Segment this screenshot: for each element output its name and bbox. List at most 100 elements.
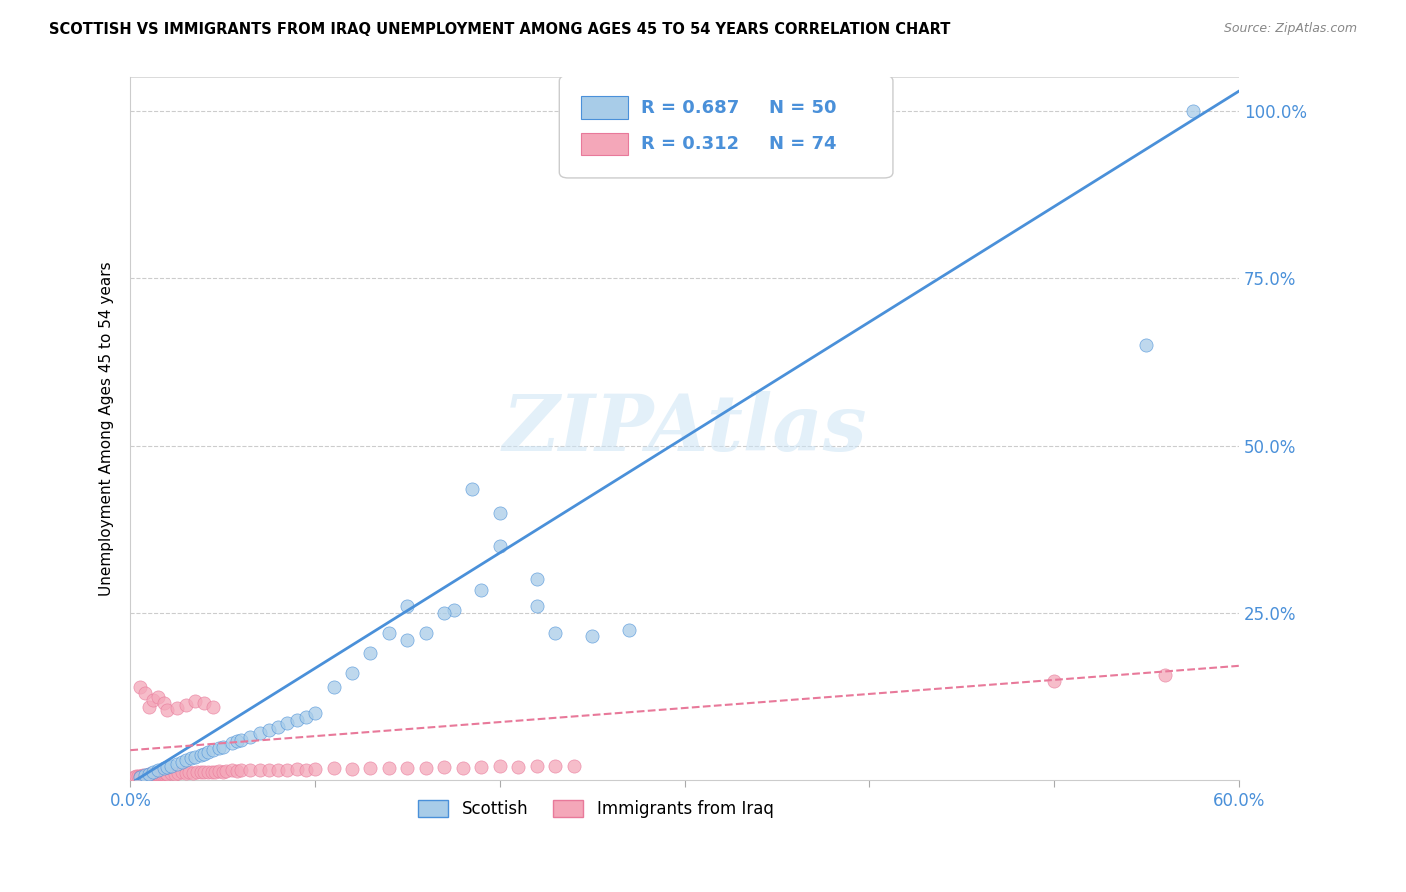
Point bbox=[1181, 103, 1204, 118]
Text: N = 74: N = 74 bbox=[769, 136, 837, 153]
FancyBboxPatch shape bbox=[560, 75, 893, 178]
Text: SCOTTISH VS IMMIGRANTS FROM IRAQ UNEMPLOYMENT AMONG AGES 45 TO 54 YEARS CORRELAT: SCOTTISH VS IMMIGRANTS FROM IRAQ UNEMPLO… bbox=[49, 22, 950, 37]
Point bbox=[174, 698, 197, 713]
Point bbox=[146, 767, 169, 781]
Point bbox=[138, 766, 160, 780]
Point bbox=[257, 723, 280, 737]
Point bbox=[141, 693, 163, 707]
Point bbox=[239, 730, 262, 744]
Point bbox=[396, 599, 419, 614]
Point bbox=[184, 750, 207, 764]
Point bbox=[149, 766, 172, 780]
Point bbox=[193, 765, 215, 780]
Point bbox=[145, 766, 167, 780]
Point bbox=[226, 764, 249, 778]
Point bbox=[239, 763, 262, 777]
Text: N = 50: N = 50 bbox=[769, 99, 837, 117]
Point bbox=[470, 582, 492, 597]
Point bbox=[1154, 667, 1177, 681]
Point bbox=[526, 759, 548, 773]
Point bbox=[562, 759, 585, 773]
Point bbox=[322, 680, 344, 694]
Point bbox=[221, 737, 243, 751]
Point bbox=[544, 758, 567, 772]
Point bbox=[211, 739, 233, 754]
Point bbox=[152, 696, 174, 710]
Point bbox=[221, 764, 243, 778]
Point bbox=[134, 769, 156, 783]
Point bbox=[276, 763, 298, 777]
Point bbox=[360, 761, 382, 775]
Point bbox=[508, 760, 530, 774]
Text: R = 0.687: R = 0.687 bbox=[641, 99, 740, 117]
Point bbox=[146, 764, 169, 778]
Point bbox=[156, 703, 179, 717]
Point bbox=[304, 762, 326, 776]
Point bbox=[184, 694, 207, 708]
Point bbox=[295, 709, 318, 723]
Point bbox=[285, 713, 308, 727]
Text: R = 0.312: R = 0.312 bbox=[641, 136, 740, 153]
Point bbox=[166, 701, 188, 715]
Point bbox=[190, 764, 212, 779]
Point bbox=[125, 769, 148, 783]
Point bbox=[226, 734, 249, 748]
Point bbox=[193, 747, 215, 761]
Point bbox=[128, 769, 150, 783]
Text: ZIPAtlas: ZIPAtlas bbox=[502, 391, 868, 467]
Point bbox=[136, 768, 159, 782]
Point bbox=[1043, 674, 1066, 689]
Point bbox=[1135, 338, 1157, 352]
Point bbox=[443, 602, 465, 616]
Point bbox=[433, 606, 456, 620]
Bar bbox=[582, 96, 628, 119]
Point bbox=[267, 764, 290, 778]
Point bbox=[526, 573, 548, 587]
Point bbox=[127, 769, 149, 783]
Point bbox=[488, 539, 510, 553]
Point bbox=[204, 764, 226, 779]
Point bbox=[181, 766, 204, 780]
Point bbox=[166, 756, 188, 771]
Point bbox=[128, 770, 150, 784]
Point bbox=[249, 726, 271, 740]
Text: Source: ZipAtlas.com: Source: ZipAtlas.com bbox=[1223, 22, 1357, 36]
Point bbox=[141, 765, 163, 780]
Point bbox=[202, 743, 225, 757]
Point bbox=[170, 765, 193, 780]
Point bbox=[267, 720, 290, 734]
Point bbox=[201, 765, 224, 780]
Point bbox=[396, 632, 419, 647]
Point bbox=[163, 766, 186, 780]
Point bbox=[180, 751, 202, 765]
Point bbox=[174, 753, 197, 767]
Point bbox=[143, 768, 166, 782]
Point bbox=[132, 768, 155, 782]
Point bbox=[276, 716, 298, 731]
Point bbox=[193, 696, 215, 710]
Point bbox=[160, 758, 183, 772]
Point bbox=[174, 766, 197, 780]
Point bbox=[285, 762, 308, 776]
Point bbox=[340, 762, 363, 776]
Point bbox=[208, 741, 231, 756]
Point bbox=[146, 690, 169, 704]
Point bbox=[190, 747, 212, 762]
Point bbox=[231, 764, 253, 778]
Point bbox=[340, 666, 363, 681]
Point bbox=[122, 770, 145, 784]
Point bbox=[470, 760, 492, 774]
Point bbox=[378, 761, 401, 775]
Point bbox=[139, 768, 162, 782]
Point bbox=[415, 626, 437, 640]
Point bbox=[488, 506, 510, 520]
Point bbox=[152, 766, 174, 780]
Point bbox=[156, 766, 179, 780]
Point bbox=[152, 761, 174, 775]
Point bbox=[156, 760, 179, 774]
Point bbox=[544, 626, 567, 640]
Point bbox=[378, 626, 401, 640]
Point bbox=[138, 699, 160, 714]
Y-axis label: Unemployment Among Ages 45 to 54 years: Unemployment Among Ages 45 to 54 years bbox=[100, 261, 114, 596]
Point bbox=[186, 765, 208, 780]
